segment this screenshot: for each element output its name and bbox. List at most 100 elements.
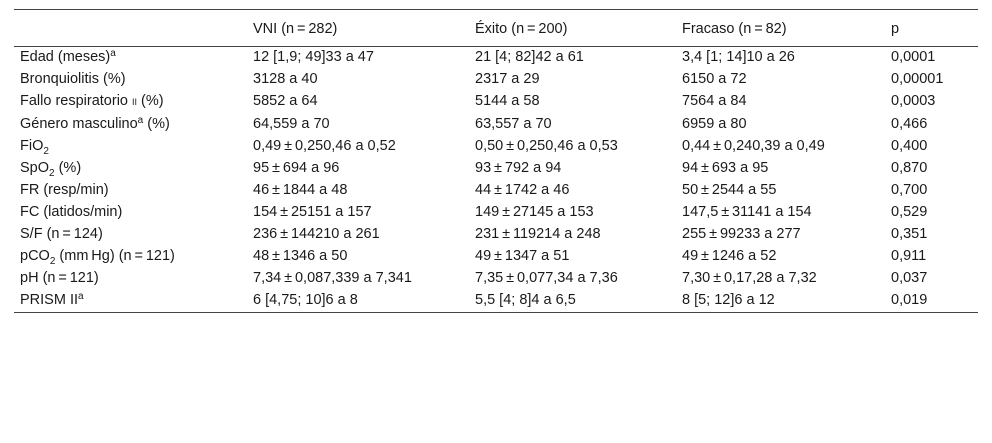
cell-vni: 154 ± 25151 a 157 xyxy=(253,204,372,220)
cell-p: 0,466 xyxy=(891,116,928,132)
row-label-part: SpO xyxy=(20,160,50,176)
cell-fracaso: 7,30 ± 0,17,28 a 7,32 xyxy=(682,270,817,286)
table-row: S/F (n = 124) 236 ± 144210 a 261 231 ± 119… xyxy=(14,224,978,246)
cell-fracaso: 94 ± 693 a 95 xyxy=(682,160,769,176)
row-label-part: Bronquiolitis (%) xyxy=(20,71,126,87)
cell-fracaso: 6959 a 80 xyxy=(682,116,747,132)
row-label-part: Edad (meses) xyxy=(20,49,111,65)
cell-exito: 21 [4; 82]42 a 61 xyxy=(475,49,584,65)
table-row: FR (resp/min) 46 ± 1844 a 48 44 ± 1742 a 4… xyxy=(14,180,978,202)
row-label: S/F (n = 124) xyxy=(14,224,247,246)
row-label-part: 2 xyxy=(49,168,55,179)
row-label: FC (latidos/min) xyxy=(14,202,247,224)
cell-fracaso: 0,44 ± 0,240,39 a 0,49 xyxy=(682,138,825,154)
row-label: Bronquiolitis (%) xyxy=(14,69,247,91)
row-label: Género masculinoa (%) xyxy=(14,114,247,136)
cell-vni: 64,559 a 70 xyxy=(253,116,330,132)
table-container: VNI (n = 282) Éxito (n = 200) Fracaso (n… xyxy=(14,9,978,313)
row-label: SpO2 (%) xyxy=(14,158,247,180)
row-label: PRISM IIa xyxy=(14,290,247,313)
header-cell-p: p xyxy=(885,9,978,47)
cell-exito: 7,35 ± 0,077,34 a 7,36 xyxy=(475,270,618,286)
cell-vni: 0,49 ± 0,250,46 a 0,52 xyxy=(253,138,396,154)
row-label: pH (n = 121) xyxy=(14,268,247,290)
row-label-part: 2 xyxy=(49,256,56,267)
row-label-part: a xyxy=(137,115,144,126)
table-row: Bronquiolitis (%) 3128 a 40 2317 a 29 6150 … xyxy=(14,69,978,91)
cell-p: 0,351 xyxy=(891,226,928,242)
row-label-part: S/F (n = 124) xyxy=(20,226,103,242)
cell-exito: 149 ± 27145 a 153 xyxy=(475,204,594,220)
row-label-part: 2 xyxy=(43,146,49,157)
table-row: FC (latidos/min) 154 ± 25151 a 157 149 ± 2… xyxy=(14,202,978,224)
cell-fracaso: 50 ± 2544 a 55 xyxy=(682,182,777,198)
cell-vni: 95 ± 694 a 96 xyxy=(253,160,340,176)
row-label-part: pCO xyxy=(20,248,50,264)
cell-vni: 7,34 ± 0,087,339 a 7,341 xyxy=(253,270,412,286)
header-cell-exito: Éxito (n = 200) xyxy=(469,9,676,47)
cell-fracaso: 49 ± 1246 a 52 xyxy=(682,248,777,264)
cell-fracaso: 7564 a 84 xyxy=(682,93,747,109)
row-label: FiO2 xyxy=(14,136,247,158)
row-label-part: FiO xyxy=(20,138,44,154)
cell-fracaso: 8 [5; 12]6 a 12 xyxy=(676,290,885,313)
cell-vni: 5852 a 64 xyxy=(253,93,318,109)
table-header-row: VNI (n = 282) Éxito (n = 200) Fracaso (n… xyxy=(14,9,978,47)
cell-p: 0,870 xyxy=(891,160,928,176)
row-label-part: (%) xyxy=(54,160,82,176)
cell-vni: 46 ± 1844 a 48 xyxy=(253,182,348,198)
cell-exito: 5144 a 58 xyxy=(475,93,540,109)
cell-fracaso: 147,5 ± 31141 a 154 xyxy=(682,204,812,220)
header-cell-blank xyxy=(14,9,247,47)
data-table: VNI (n = 282) Éxito (n = 200) Fracaso (n… xyxy=(14,9,978,313)
table-row: pCO2 (mm Hg) (n = 121) 48 ± 1346 a 50 49 ±… xyxy=(14,246,978,268)
row-label-part: PRISM II xyxy=(20,292,79,308)
cell-vni: 3128 a 40 xyxy=(253,71,318,87)
row-label: pCO2 (mm Hg) (n = 121) xyxy=(14,246,247,268)
table-row: Fallo respiratorio II (%) 5852 a 64 5144 a… xyxy=(14,91,978,114)
row-label: FR (resp/min) xyxy=(14,180,247,202)
row-label-part: (%) xyxy=(137,93,164,109)
table-row: pH (n = 121) 7,34 ± 0,087,339 a 7,341 7,35… xyxy=(14,268,978,290)
cell-exito: 231 ± 119214 a 248 xyxy=(475,226,601,242)
row-label-part: a xyxy=(78,291,84,302)
table-row: SpO2 (%) 95 ± 694 a 96 93 ± 792 a 94 94 ± 6… xyxy=(14,158,978,180)
cell-p: 0,0001 xyxy=(891,49,936,65)
row-label-part: Género masculino xyxy=(20,116,138,132)
cell-exito: 49 ± 1347 a 51 xyxy=(475,248,570,264)
cell-p: 0,911 xyxy=(891,248,927,264)
row-label-part: (mm Hg) (n = 121) xyxy=(55,248,175,264)
cell-p: 0,400 xyxy=(891,138,928,154)
cell-vni: 6 [4,75; 10]6 a 8 xyxy=(247,290,469,313)
cell-p: 0,00001 xyxy=(891,71,944,87)
cell-exito: 2317 a 29 xyxy=(475,71,540,87)
cell-vni: 236 ± 144210 a 261 xyxy=(253,226,380,242)
cell-p: 0,529 xyxy=(891,204,928,220)
row-label-part: (%) xyxy=(143,116,170,132)
row-label-part: II xyxy=(132,97,138,107)
row-label-part: pH (n = 121) xyxy=(20,270,99,286)
table-row: PRISM IIa 6 [4,75; 10]6 a 8 5,5 [4; 8]4 a … xyxy=(14,290,978,313)
cell-p: 0,700 xyxy=(891,182,928,198)
row-label-part: FC (latidos/min) xyxy=(20,204,123,220)
table-row: Género masculinoa (%) 64,559 a 70 63,557 a… xyxy=(14,114,978,136)
header-cell-vni: VNI (n = 282) xyxy=(247,9,469,47)
table-row: Edad (meses)a 12 [1,9; 49]33 a 47 21 [4; 8… xyxy=(14,47,978,70)
cell-p: 0,019 xyxy=(885,290,978,313)
cell-vni: 12 [1,9; 49]33 a 47 xyxy=(253,49,374,65)
row-label-part: Fallo respiratorio xyxy=(20,93,133,109)
cell-exito: 93 ± 792 a 94 xyxy=(475,160,562,176)
row-label: Edad (meses)a xyxy=(14,47,247,70)
cell-p: 0,0003 xyxy=(891,93,936,109)
cell-exito: 63,557 a 70 xyxy=(475,116,552,132)
row-label: Fallo respiratorio II (%) xyxy=(14,91,247,114)
cell-fracaso: 6150 a 72 xyxy=(682,71,747,87)
cell-fracaso: 255 ± 99233 a 277 xyxy=(682,226,801,242)
row-label-part: FR (resp/min) xyxy=(20,182,109,198)
table-row: FiO2 0,49 ± 0,250,46 a 0,52 0,50 ± 0,250,4… xyxy=(14,136,978,158)
table-body: Edad (meses)a 12 [1,9; 49]33 a 47 21 [4; 8… xyxy=(14,47,978,313)
header-cell-fracaso: Fracaso (n = 82) xyxy=(676,9,885,47)
cell-fracaso: 3,4 [1; 14]10 a 26 xyxy=(682,49,795,65)
cell-exito: 44 ± 1742 a 46 xyxy=(475,182,570,198)
row-label-part: a xyxy=(110,48,116,59)
